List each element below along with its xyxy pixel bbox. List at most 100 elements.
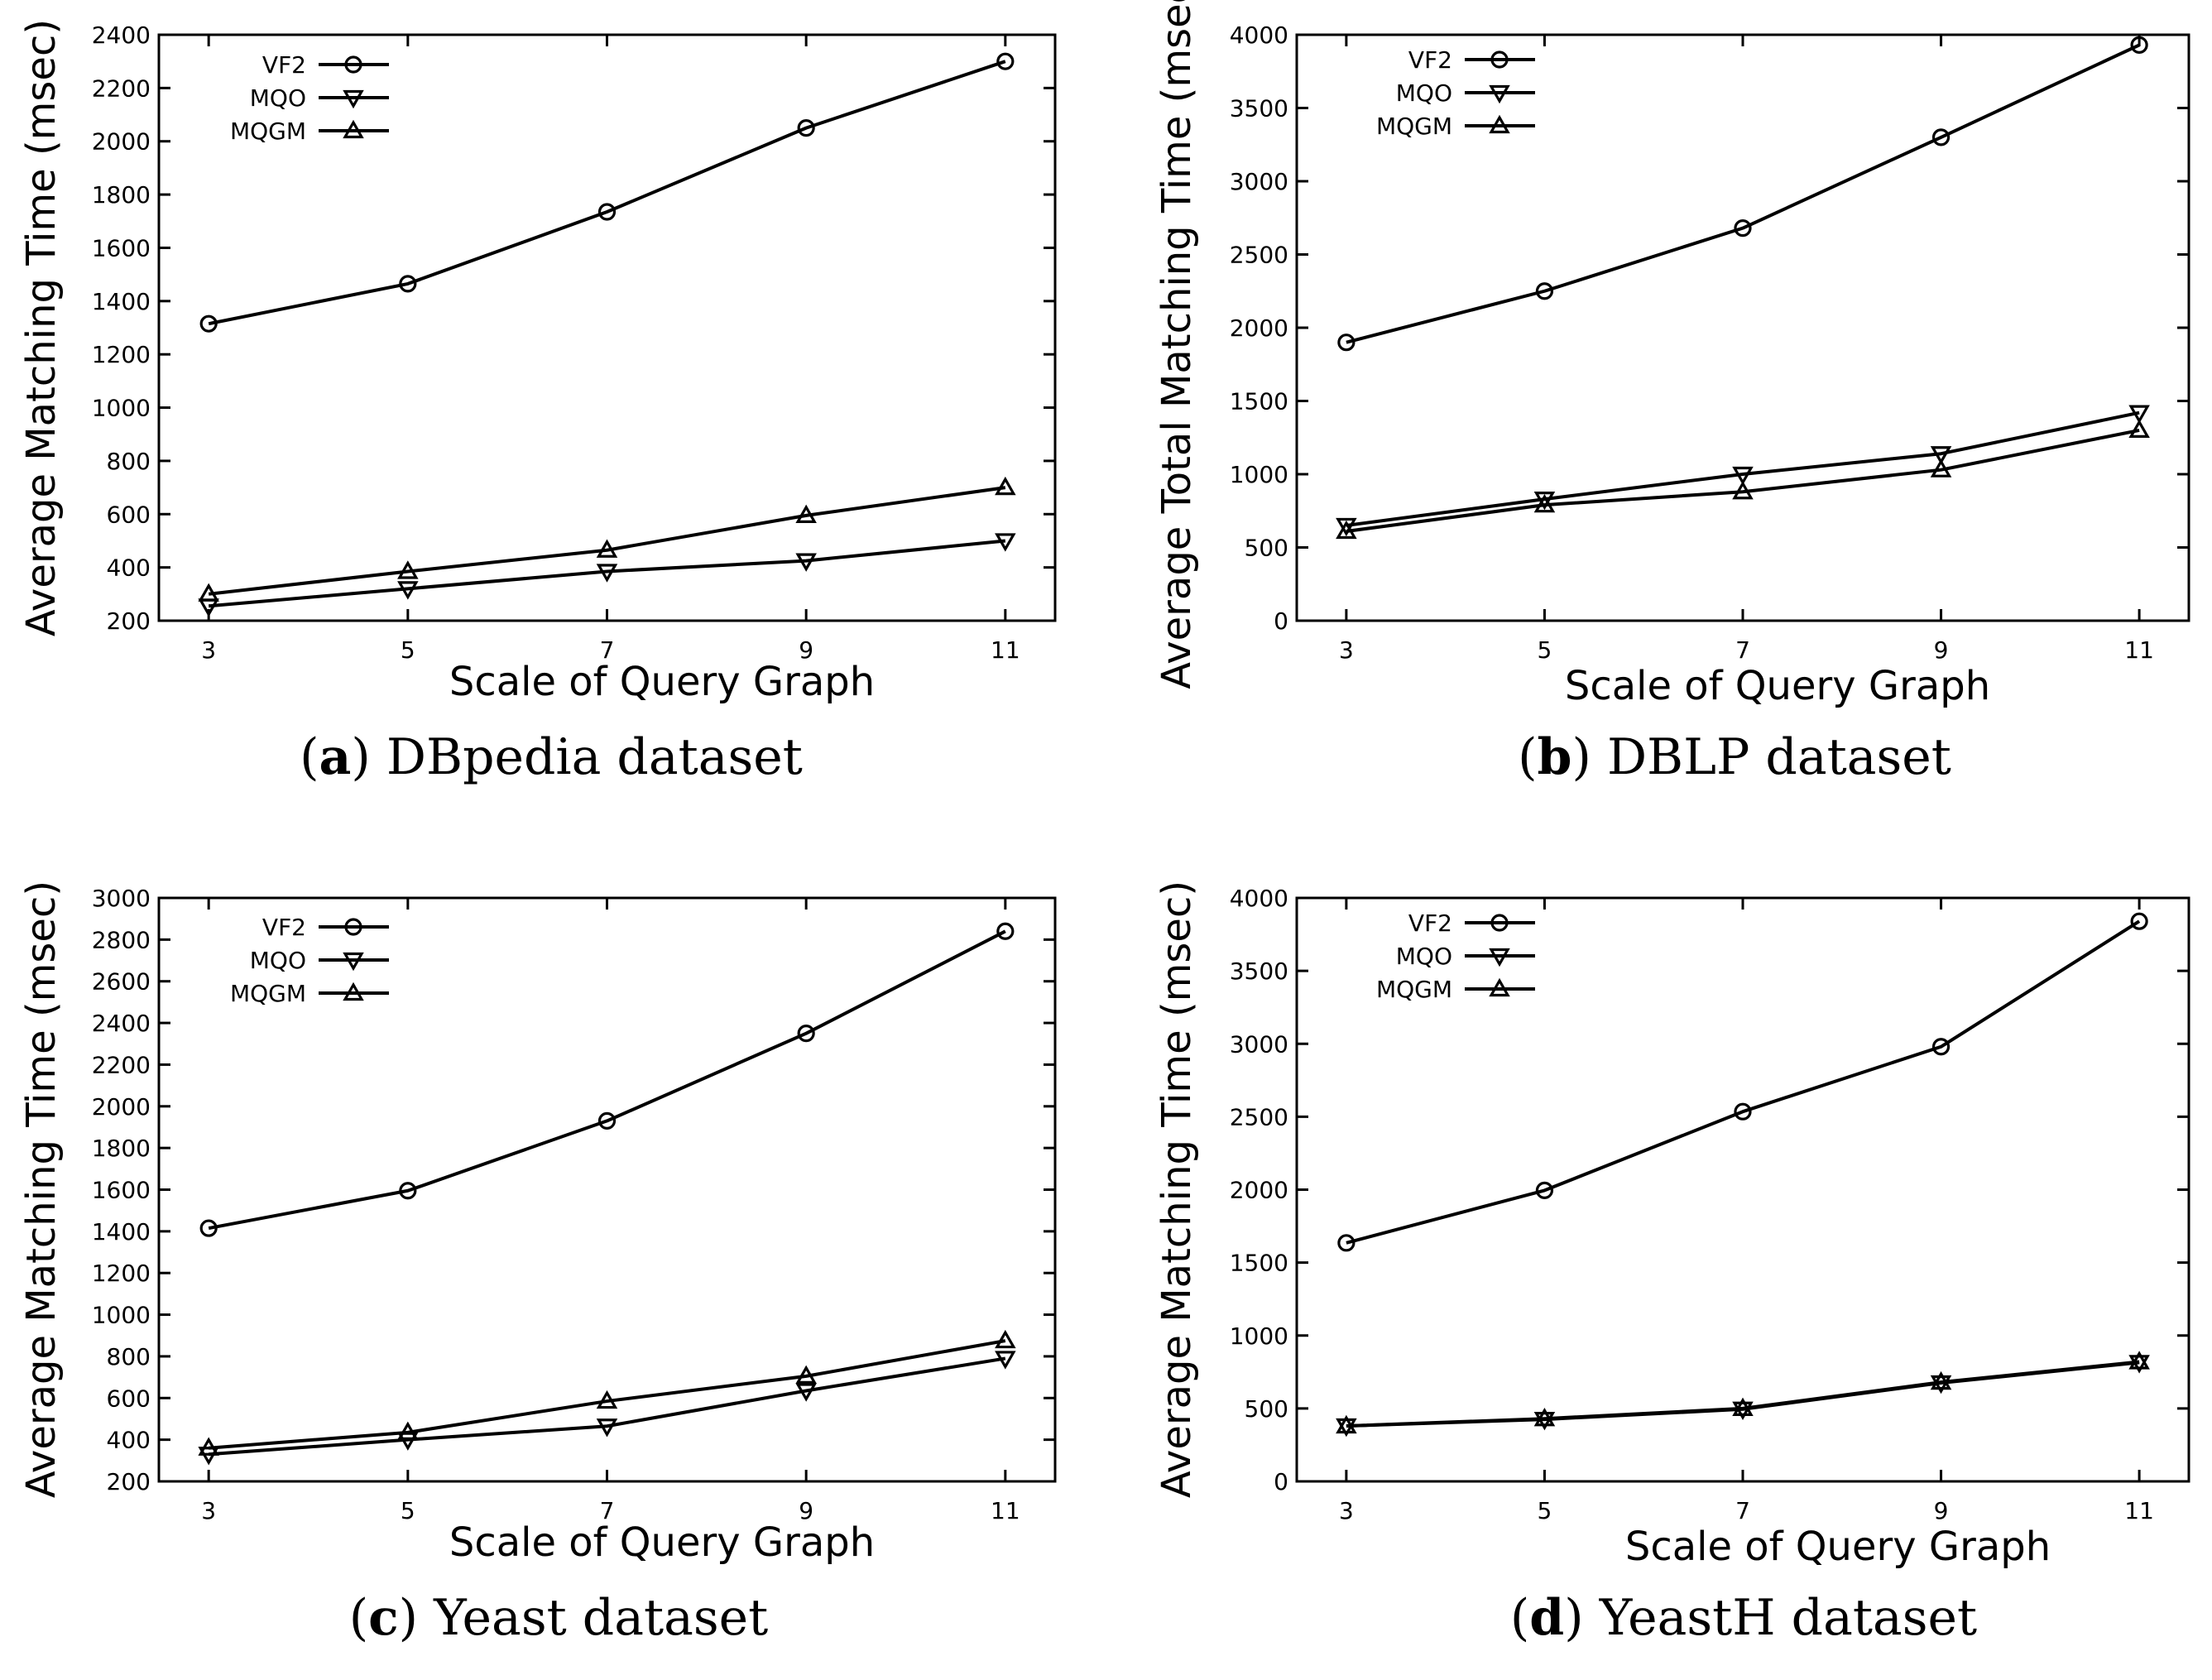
data-point-mqo xyxy=(1930,446,1952,465)
data-point-vf2 xyxy=(996,922,1015,940)
data-point-mqgm xyxy=(2128,419,2150,439)
data-point-vf2 xyxy=(1931,128,1950,146)
series-line-vf2 xyxy=(208,60,1006,326)
x-tick-label: 7 xyxy=(600,636,615,664)
y-axis-title: Average Matching Time (msec) xyxy=(18,19,65,636)
data-point-mqgm xyxy=(995,1329,1016,1349)
caption-paren-close: ) xyxy=(351,728,386,786)
y-tick-label: 800 xyxy=(107,1343,151,1370)
chart-panel-b: 0 500 1000 1500 2000 2500 3000 3500 4000 3 5 7 9 11 Sc… xyxy=(1154,0,2190,786)
panel-caption: (d) YeastH dataset xyxy=(1510,1589,1977,1647)
x-tick-label: 9 xyxy=(1934,636,1949,664)
data-point-mqgm xyxy=(397,1421,419,1440)
y-tick-label: 0 xyxy=(1274,1468,1288,1495)
series-line-mqgm xyxy=(208,486,1006,596)
y-tick-label: 1800 xyxy=(92,181,151,209)
y-tick-label: 400 xyxy=(107,1427,151,1454)
legend-label-vf2: VF2 xyxy=(262,51,306,79)
legend-label-mqo: MQO xyxy=(250,947,306,974)
data-point-vf2 xyxy=(1931,1038,1950,1056)
y-tick-label: 2600 xyxy=(92,968,151,996)
legend-marker-mqgm xyxy=(1489,977,1510,997)
legend-marker-mqgm xyxy=(343,982,364,1001)
x-tick-label: 9 xyxy=(799,636,813,664)
y-tick-label: 4000 xyxy=(1230,885,1288,912)
caption-paren-close: ) xyxy=(1564,1589,1599,1647)
data-point-mqgm xyxy=(1533,1407,1556,1427)
data-point-vf2 xyxy=(2130,912,2148,930)
legend-marker-mqo xyxy=(343,89,364,109)
legend-label-mqgm: MQGM xyxy=(230,980,306,1007)
y-tick-label: 0 xyxy=(1274,607,1288,635)
caption-letter: a xyxy=(319,728,352,786)
data-point-mqgm xyxy=(1930,1370,1952,1390)
y-axis-title: Average Matching Time (msec) xyxy=(18,881,65,1498)
y-tick-label: 3000 xyxy=(1230,1030,1288,1058)
data-point-mqo xyxy=(596,1418,618,1438)
data-point-mqo xyxy=(596,564,618,583)
y-tick-label: 200 xyxy=(107,607,151,635)
caption-paren-open: ( xyxy=(1510,1589,1529,1647)
y-axis-title: Average Matching Time (msec) xyxy=(1154,881,1200,1498)
data-point-vf2 xyxy=(1535,1181,1554,1199)
x-tick-label: 5 xyxy=(1538,636,1552,664)
data-point-mqo xyxy=(995,1351,1016,1370)
x-tick-label: 7 xyxy=(1735,636,1750,664)
data-point-vf2 xyxy=(1337,334,1356,352)
legend-marker-vf2 xyxy=(344,918,362,936)
data-point-mqgm xyxy=(1732,481,1754,500)
data-point-mqo xyxy=(1732,466,1754,486)
data-point-vf2 xyxy=(399,1182,417,1200)
y-tick-label: 200 xyxy=(107,1468,151,1495)
x-tick-label: 11 xyxy=(2124,636,2154,664)
caption-paren-close: ) xyxy=(1571,728,1606,786)
data-point-vf2 xyxy=(2130,36,2148,54)
data-point-vf2 xyxy=(1734,1102,1752,1121)
y-tick-label: 2400 xyxy=(92,1010,151,1037)
y-tick-label: 3000 xyxy=(1230,168,1288,195)
caption-letter: d xyxy=(1529,1589,1564,1647)
y-tick-label: 4000 xyxy=(1230,22,1288,49)
y-tick-label: 2000 xyxy=(92,128,151,156)
y-tick-label: 2000 xyxy=(92,1093,151,1121)
caption-text: Yeast dataset xyxy=(433,1589,768,1647)
data-point-mqo xyxy=(2128,405,2150,424)
series-line-mqgm xyxy=(1346,1360,2140,1428)
legend-marker-vf2 xyxy=(1490,50,1509,69)
legend-label-mqo: MQO xyxy=(1396,79,1452,107)
x-axis-title: Scale of Query Graph xyxy=(1565,663,1990,709)
caption-text: YeastH dataset xyxy=(1599,1589,1977,1647)
data-point-mqgm xyxy=(596,539,618,558)
chart-panel-d: 0 500 1000 1500 2000 2500 3000 3500 4000 3 5 7 9 11 Sc… xyxy=(1154,881,2190,1647)
y-tick-label: 800 xyxy=(107,448,151,475)
y-tick-label: 400 xyxy=(107,554,151,582)
y-tick-label: 1600 xyxy=(92,234,151,262)
legend-label-mqgm: MQGM xyxy=(230,118,306,145)
series-line-mqo xyxy=(1346,410,2140,527)
y-tick-label: 2000 xyxy=(1230,1177,1288,1204)
legend-label-mqgm: MQGM xyxy=(1376,113,1452,140)
y-tick-label: 2500 xyxy=(1230,1103,1288,1130)
series-line-vf2 xyxy=(1346,43,2140,344)
series-line-mqgm xyxy=(209,1339,1006,1450)
data-point-vf2 xyxy=(1734,219,1752,238)
legend-label-mqgm: MQGM xyxy=(1376,976,1452,1003)
legend: VF2 MQO MQGM xyxy=(1376,46,1535,140)
x-tick-label: 5 xyxy=(401,1497,415,1524)
x-tick-label: 11 xyxy=(991,636,1020,664)
x-tick-label: 5 xyxy=(401,636,415,664)
panel-caption: (b) DBLP dataset xyxy=(1518,728,1951,786)
legend-label-vf2: VF2 xyxy=(1408,910,1452,937)
series-line-mqgm xyxy=(1346,428,2140,534)
x-tick-label: 3 xyxy=(1339,1497,1354,1524)
data-point-mqgm xyxy=(1336,520,1357,540)
caption-paren-open: ( xyxy=(300,728,319,786)
legend-marker-mqo xyxy=(1489,84,1510,104)
data-point-mqo xyxy=(795,553,817,572)
data-point-mqo xyxy=(1533,491,1556,511)
legend-label-vf2: VF2 xyxy=(1408,46,1452,74)
x-tick-label: 9 xyxy=(799,1497,813,1524)
data-point-vf2 xyxy=(797,119,815,137)
legend: VF2 MQO MQGM xyxy=(230,914,389,1007)
x-axis-title: Scale of Query Graph xyxy=(449,1519,875,1566)
